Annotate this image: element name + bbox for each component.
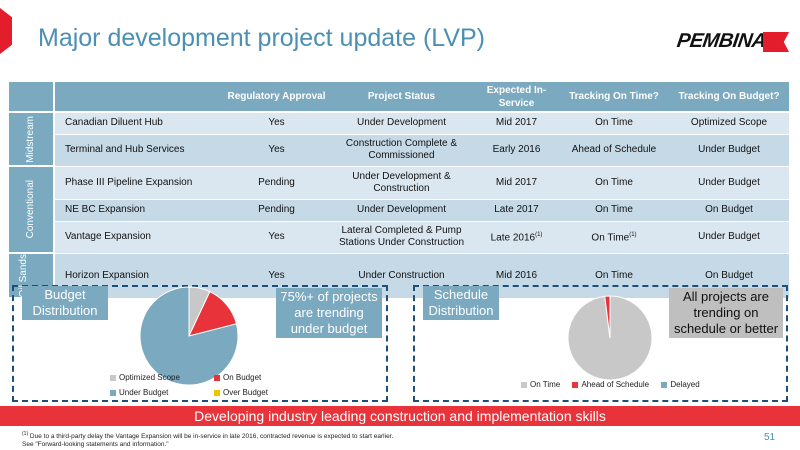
page-title: Major development project update (LVP) [38, 24, 485, 52]
header-group-blank [9, 82, 55, 113]
tracking-on-budget: On Budget [669, 199, 789, 222]
expected-in-service: Mid 2017 [474, 112, 559, 135]
table-row: Vantage Expansion Yes Lateral Completed … [9, 221, 789, 254]
budget-distribution-panel: Budget Distribution 75%+ of projects are… [12, 285, 388, 402]
header-project-status: Project Status [329, 82, 474, 113]
table-header-row: Regulatory Approval Project Status Expec… [9, 82, 789, 113]
project-status: Lateral Completed & Pump Stations Under … [329, 221, 474, 254]
project-table: Regulatory Approval Project Status Expec… [9, 82, 789, 300]
table-row: NE BC Expansion Pending Under Developmen… [9, 199, 789, 222]
tracking-on-budget: Under Budget [669, 221, 789, 254]
table-row: Conventional Phase III Pipeline Expansio… [9, 166, 789, 254]
project-name: Vantage Expansion [54, 221, 224, 254]
header-project-blank [54, 82, 224, 113]
pembina-logo: PEMBINA [675, 30, 789, 54]
project-status: Under Development [329, 112, 474, 135]
schedule-distribution-label: Schedule Distribution [423, 286, 499, 320]
legend-item: Delayed [661, 380, 700, 389]
regulatory-approval: Yes [224, 221, 329, 254]
tracking-on-budget: Under Budget [669, 134, 789, 167]
header-expected-in-service: Expected In-Service [474, 82, 559, 113]
footnote: (1) Due to a third-party delay the Vanta… [22, 430, 393, 449]
budget-pie-chart [139, 286, 239, 386]
tracking-on-time: On Time [559, 112, 669, 135]
corner-accent-tab [0, 8, 12, 54]
legend-swatch [661, 381, 668, 388]
schedule-distribution-panel: Schedule Distribution All projects are t… [413, 285, 788, 402]
group-conventional: Conventional [9, 166, 55, 254]
budget-callout: 75%+ of projects are trending under budg… [276, 288, 382, 338]
legend-swatch [110, 374, 116, 381]
logo-flag-icon [763, 32, 789, 52]
regulatory-approval: Yes [224, 134, 329, 167]
expected-in-service: Late 2017 [474, 199, 559, 222]
legend-swatch [214, 374, 220, 381]
schedule-legend: On Time Ahead of Schedule Delayed [521, 380, 710, 389]
page-number: 51 [764, 432, 776, 443]
budget-distribution-label: Budget Distribution [22, 286, 108, 320]
table-row: Midstream Canadian Diluent Hub Yes Under… [9, 112, 789, 167]
regulatory-approval: Pending [224, 166, 329, 200]
project-name: Phase III Pipeline Expansion [54, 166, 224, 200]
tracking-on-time: On Time [559, 166, 669, 200]
project-name: Terminal and Hub Services [54, 134, 224, 167]
expected-in-service: Early 2016 [474, 134, 559, 167]
legend-swatch [572, 381, 579, 388]
tracking-on-budget: Optimized Scope [669, 112, 789, 135]
legend-swatch [110, 389, 116, 396]
footnote-text: Due to a third-party delay the Vantage E… [28, 433, 394, 441]
group-midstream: Midstream [9, 112, 55, 167]
project-name: Canadian Diluent Hub [54, 112, 224, 135]
project-status: Construction Complete & Commissioned [329, 134, 474, 167]
tracking-on-time: Ahead of Schedule [559, 134, 669, 167]
footnote-marker: (1) [535, 232, 543, 239]
legend-item: Ahead of Schedule [572, 380, 649, 389]
header-tracking-on-time: Tracking On Time? [559, 82, 669, 113]
tracking-on-time: On Time(1) [559, 221, 669, 254]
legend-item: On Budget [214, 373, 261, 382]
legend-swatch [214, 389, 220, 396]
legend-item: Optimized Scope [110, 373, 204, 382]
footnote-disclaimer: See "Forward-looking statements and info… [22, 441, 169, 449]
project-status: Under Development & Construction [329, 166, 474, 200]
logo-wordmark: PEMBINA [675, 30, 768, 52]
regulatory-approval: Yes [224, 112, 329, 135]
footnote-marker: (1) [629, 232, 637, 239]
legend-item: Over Budget [214, 388, 268, 397]
project-name: NE BC Expansion [54, 199, 224, 222]
expected-in-service: Mid 2017 [474, 166, 559, 200]
header-regulatory-approval: Regulatory Approval [224, 82, 329, 113]
banner-message: Developing industry leading construction… [0, 406, 800, 426]
schedule-pie-chart [567, 295, 653, 381]
regulatory-approval: Pending [224, 199, 329, 222]
footnote-marker: (1) [22, 431, 29, 437]
tracking-on-time: On Time [559, 199, 669, 222]
schedule-callout: All projects are trending on schedule or… [669, 288, 783, 338]
expected-in-service: Late 2016(1) [474, 221, 559, 254]
table-row: Terminal and Hub Services Yes Constructi… [9, 134, 789, 167]
tracking-on-budget: Under Budget [669, 166, 789, 200]
pie-slice-ahead-of-schedule [604, 295, 611, 339]
pie-slice-under-budget [139, 286, 239, 386]
header-tracking-on-budget: Tracking On Budget? [669, 82, 789, 113]
expected-in-service: Mid 2016 [474, 253, 559, 299]
tracking-on-time: On Time [559, 253, 669, 299]
legend-swatch [521, 381, 527, 388]
legend-item: Under Budget [110, 388, 204, 397]
project-status: Under Development [329, 199, 474, 222]
legend-item: On Time [521, 380, 560, 389]
budget-legend: Optimized Scope On Budget Under Budget Ove… [110, 373, 280, 397]
